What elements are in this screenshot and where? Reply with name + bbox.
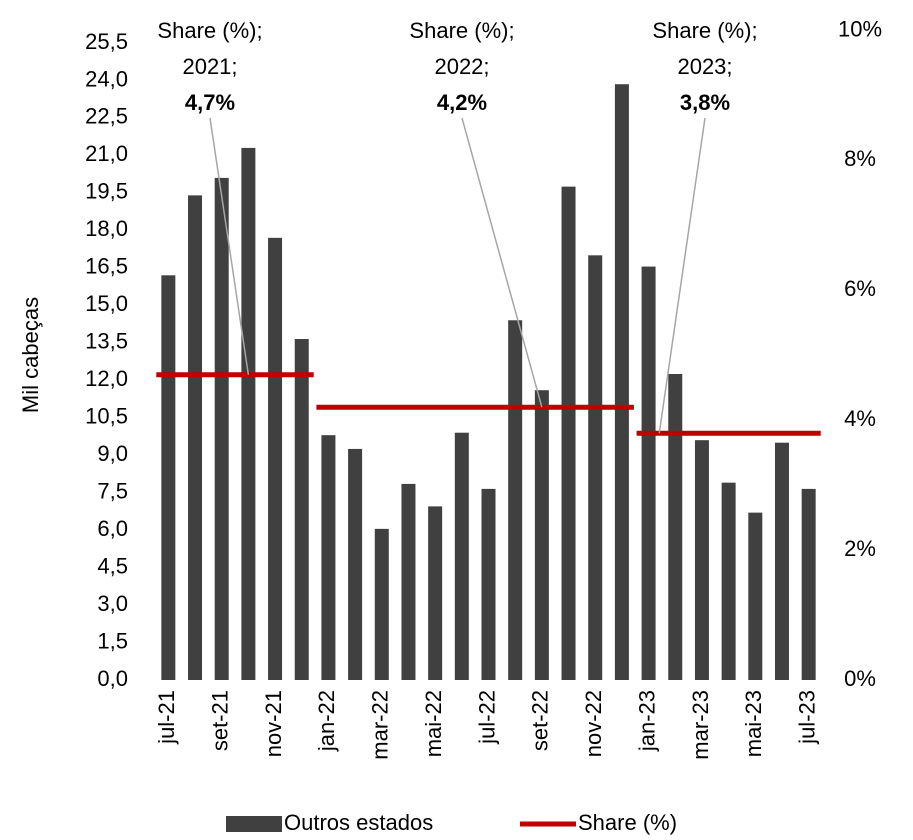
bar	[588, 255, 603, 681]
bar	[481, 488, 496, 680]
y-tick-label: 12,0	[85, 366, 128, 391]
annotation: 2022;	[434, 54, 489, 79]
bar	[428, 506, 443, 680]
bar	[748, 512, 763, 680]
y-tick-label: 25,5	[85, 29, 128, 54]
x-tick-label: mar-22	[368, 690, 393, 760]
bar	[721, 482, 736, 680]
bar	[801, 488, 816, 680]
y-tick-label: 15,0	[85, 291, 128, 316]
bar	[508, 320, 523, 680]
y2-tick-label: 2%	[844, 536, 876, 561]
bar	[694, 440, 709, 680]
y-tick-label: 16,5	[85, 254, 128, 279]
annotation: 4,2%	[437, 90, 487, 115]
x-tick-label: nov-22	[581, 690, 606, 757]
legend-swatch	[226, 816, 282, 832]
y2-tick-label: 0%	[844, 666, 876, 691]
bar	[668, 373, 683, 680]
leader-line	[209, 117, 250, 375]
bar	[401, 483, 416, 680]
legend-label: Outros estados	[284, 810, 433, 835]
y-tick-label: 22,5	[85, 104, 128, 129]
legend-label: Share (%)	[578, 810, 677, 835]
leader-line	[658, 117, 706, 434]
y2-tick-label: 4%	[844, 406, 876, 431]
bar	[241, 147, 256, 681]
x-tick-label: set-22	[528, 690, 553, 751]
y-tick-label: 9,0	[97, 441, 128, 466]
y-tick-label: 19,5	[85, 179, 128, 204]
x-tick-label: mai-22	[421, 690, 446, 757]
annotation: 2021;	[182, 54, 237, 79]
bar	[188, 195, 203, 680]
x-tick-label: jul-21	[154, 690, 179, 745]
bar	[561, 186, 576, 680]
x-tick-label: set-21	[208, 690, 233, 751]
bar	[348, 448, 363, 680]
x-tick-label: nov-21	[261, 690, 286, 757]
annotation: 3,8%	[680, 90, 730, 115]
y-tick-label: 21,0	[85, 141, 128, 166]
x-tick-label: jan-22	[314, 690, 339, 752]
annotation: 4,7%	[185, 90, 235, 115]
y-tick-label: 18,0	[85, 216, 128, 241]
y-tick-label: 4,5	[97, 553, 128, 578]
x-tick-label: mai-23	[741, 690, 766, 757]
bar	[374, 528, 389, 680]
y-tick-label: 10,5	[85, 404, 128, 429]
x-tick-label: mar-23	[688, 690, 713, 760]
y-tick-label: 3,0	[97, 591, 128, 616]
bar	[294, 339, 309, 680]
y2-tick-label: 10%	[838, 16, 882, 41]
annotation: 2023;	[677, 54, 732, 79]
bar	[641, 266, 656, 680]
y-tick-label: 0,0	[97, 666, 128, 691]
bar	[321, 435, 336, 680]
bar	[614, 84, 629, 680]
y-axis-label: Mil cabeças	[18, 297, 43, 413]
bar	[268, 237, 283, 680]
x-tick-label: jul-23	[794, 690, 819, 745]
annotation: Share (%);	[652, 18, 757, 43]
y-tick-label: 13,5	[85, 329, 128, 354]
x-tick-label: jan-23	[634, 690, 659, 752]
bar	[774, 442, 789, 680]
bar	[454, 432, 469, 680]
y-tick-label: 6,0	[97, 516, 128, 541]
y-tick-label: 7,5	[97, 478, 128, 503]
bar	[214, 177, 229, 680]
y2-tick-label: 6%	[844, 276, 876, 301]
leader-line	[461, 117, 543, 408]
y-tick-label: 1,5	[97, 628, 128, 653]
bar	[534, 390, 549, 680]
y-tick-label: 24,0	[85, 66, 128, 91]
y2-tick-label: 8%	[844, 146, 876, 171]
bar	[161, 275, 176, 680]
annotation: Share (%);	[409, 18, 514, 43]
annotation: Share (%);	[157, 18, 262, 43]
x-tick-label: jul-22	[474, 690, 499, 745]
